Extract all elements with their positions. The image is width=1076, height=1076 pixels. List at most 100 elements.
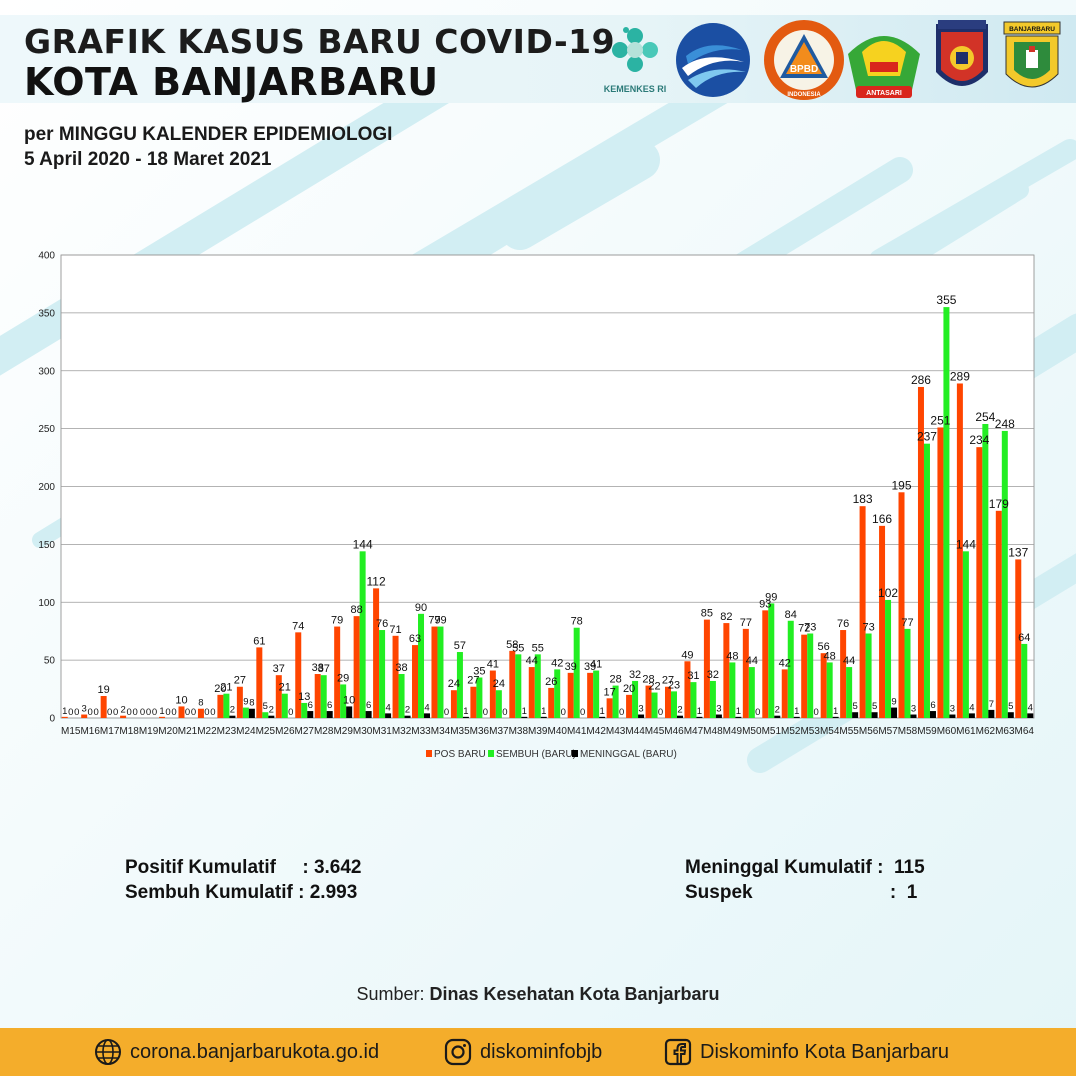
death-bar (540, 716, 547, 718)
y-tick-label: 150 (38, 540, 55, 551)
positive-value-label: 20 (623, 683, 635, 695)
recovered-value-label: 0 (146, 707, 151, 718)
positive-value-label: 72 (798, 623, 810, 635)
positive-value-label: 17 (603, 686, 615, 698)
death-value-label: 0 (619, 707, 624, 718)
x-tick-label: M58 (898, 726, 918, 737)
positive-bar (820, 653, 827, 718)
antasari-text: ANTASARI (866, 90, 902, 97)
recovered-value-label: 41 (590, 659, 602, 671)
website-text: corona.banjarbarukota.go.id (130, 1040, 380, 1063)
positive-value-label: 3 (82, 704, 87, 715)
footer-website[interactable]: corona.banjarbarukota.go.id (94, 1038, 379, 1066)
recovered-value-label: 0 (88, 707, 93, 718)
bars (61, 307, 1034, 718)
recovered-bar (534, 654, 541, 718)
positive-value-label: 39 (584, 661, 596, 673)
recovered-value-label: 55 (532, 642, 544, 654)
death-value-label: 9 (891, 697, 896, 708)
death-value-label: 6 (327, 700, 332, 711)
x-tick-label: M47 (684, 726, 704, 737)
death-bar (521, 716, 528, 718)
death-bar (424, 713, 431, 718)
positive-value-label: 166 (872, 512, 892, 526)
positive-bar (178, 706, 185, 718)
recovered-value-label: 9 (243, 697, 248, 708)
kominfo-logo (674, 20, 752, 104)
positive-bar (548, 687, 555, 718)
recovered-value-label: 32 (707, 669, 719, 681)
suspect-row: Suspek : 1 (685, 880, 925, 905)
x-tick-label: M40 (548, 726, 568, 737)
death-value-label: 2 (775, 705, 780, 716)
death-value-label: 6 (366, 700, 371, 711)
recovered-value-label: 248 (995, 417, 1015, 431)
recovered-bar (904, 628, 911, 718)
positive-value-label: 77 (740, 617, 752, 629)
death-bar (404, 715, 411, 718)
death-bar (385, 713, 392, 718)
recovered-bar (223, 693, 230, 718)
x-tick-label: M16 (80, 726, 100, 737)
death-value-label: 0 (191, 707, 196, 718)
positive-value-label: 38 (312, 662, 324, 674)
recovered-value-label: 254 (975, 410, 995, 424)
positive-value-label: 41 (487, 659, 499, 671)
banjarbaru-logo: BANJARBARU (1002, 20, 1062, 104)
suspect-label: Suspek : (685, 881, 907, 903)
bpbd-logo: BPBD INDONESIA (762, 18, 846, 106)
positive-bar (314, 674, 321, 718)
police-logo (932, 18, 992, 106)
recovered-value-label: 0 (185, 707, 190, 718)
recovered-value-label: 44 (843, 655, 855, 667)
positive-bar (626, 694, 633, 718)
x-tick-label: M64 (1015, 726, 1035, 737)
recovered-value-label: 84 (785, 609, 797, 621)
footer-instagram[interactable]: diskominfobjb (444, 1038, 602, 1066)
subtitle-date-range: 5 April 2020 - 18 Maret 2021 (24, 149, 272, 170)
death-value-label: 6 (930, 700, 935, 711)
positive-bar (373, 588, 380, 718)
recovered-value-label: 23 (668, 679, 680, 691)
positive-bar (801, 634, 808, 718)
positive-value-label: 1 (62, 706, 67, 717)
y-tick-label: 100 (38, 598, 55, 609)
x-tick-label: M63 (995, 726, 1015, 737)
recovered-value-label: 57 (454, 640, 466, 652)
death-value-label: 4 (424, 702, 429, 713)
x-tick-label: M35 (450, 726, 470, 737)
recovered-bar (301, 702, 308, 718)
footer-facebook[interactable]: Diskominfo Kota Banjarbaru (664, 1038, 949, 1066)
kemenkes-caption: KEMENKES RI (603, 84, 667, 94)
death-value-label: 3 (638, 704, 643, 715)
positive-bar (703, 619, 710, 718)
positive-value-label: 179 (989, 497, 1009, 511)
x-tick-label: M48 (703, 726, 723, 737)
positive-value-label: 289 (950, 369, 970, 383)
positive-bar (937, 427, 944, 718)
recovered-bar (379, 630, 386, 718)
positive-bar (470, 686, 477, 718)
death-value-label: 0 (74, 707, 79, 718)
recovered-legend-swatch (488, 750, 494, 757)
recovered-value-label: 144 (353, 537, 373, 551)
x-tick-label: M51 (762, 726, 782, 737)
positive-bar (81, 714, 88, 718)
positive-value-label: 76 (837, 618, 849, 630)
recovered-value-label: 0 (165, 707, 170, 718)
positive-bar (236, 686, 243, 718)
positive-bar (120, 715, 127, 718)
page-title: GRAFIK KASUS BARU COVID-19 (24, 22, 616, 61)
recovered-bar (573, 627, 580, 718)
positive-value-label: 79 (331, 615, 343, 627)
positive-value-label: 27 (467, 675, 479, 687)
positive-cumulative-label: Positif Kumulatif : (125, 856, 314, 878)
death-bar (968, 713, 975, 718)
recovered-bar (281, 693, 288, 718)
positive-bar (645, 685, 652, 718)
positive-value-label: 20 (214, 683, 226, 695)
gridlines (61, 254, 1034, 661)
death-value-label: 3 (716, 704, 721, 715)
recovered-bar (476, 677, 483, 718)
